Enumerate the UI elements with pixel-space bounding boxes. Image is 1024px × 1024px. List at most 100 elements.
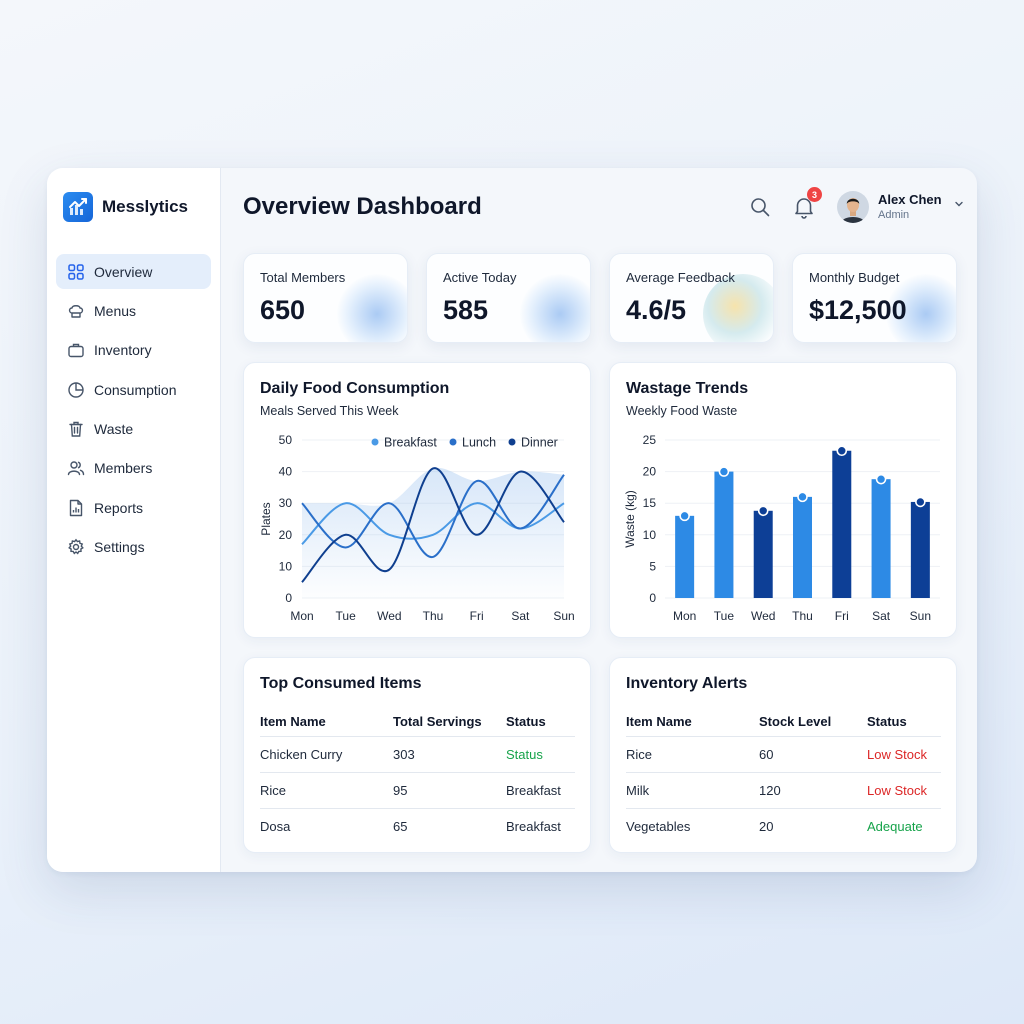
- sidebar-item-overview[interactable]: Overview: [56, 254, 211, 289]
- sidebar-item-reports[interactable]: Reports: [56, 490, 211, 525]
- legend-label: Lunch: [462, 436, 496, 450]
- stat-label: Active Today: [443, 270, 517, 285]
- stat-value: 585: [443, 295, 489, 325]
- stat-glow: [337, 274, 407, 342]
- bell-icon: [795, 198, 813, 219]
- item-name: Vegetables: [626, 819, 691, 834]
- item-status: Status: [506, 747, 543, 762]
- chevron-down-icon: [954, 196, 964, 214]
- top-items-table: Item Name Total Servings Status Chicken …: [260, 706, 575, 844]
- item-name: Dosa: [260, 819, 291, 834]
- total-servings: 95: [393, 783, 408, 798]
- bar-marker: [797, 491, 808, 503]
- column-header: Item Name: [260, 713, 326, 729]
- grid-icon: [67, 263, 85, 281]
- profile-text: Alex Chen Admin: [878, 192, 942, 222]
- stat-value: $12,500: [809, 295, 907, 325]
- y-tick-label: 15: [643, 496, 657, 510]
- pie-chart-icon: [67, 381, 85, 399]
- column-header: Item Name: [626, 713, 692, 729]
- search-button[interactable]: [749, 196, 771, 218]
- report-icon: [67, 499, 85, 517]
- x-tick-label: Fri: [470, 609, 484, 623]
- y-tick-label: 20: [279, 528, 293, 542]
- y-tick-label: 5: [649, 559, 656, 573]
- stat-card-active-today: Active Today 585: [426, 253, 591, 343]
- gear-icon: [67, 538, 85, 556]
- y-tick-label: 30: [279, 496, 293, 510]
- bar-sat: [871, 479, 891, 598]
- page-title: Overview Dashboard: [243, 193, 482, 220]
- bar-marker: [915, 496, 926, 508]
- bar-sun: [910, 501, 930, 598]
- stat-value: 4.6/5: [626, 295, 687, 325]
- sidebar-item-menus[interactable]: Menus: [56, 293, 211, 328]
- x-tick-label: Wed: [377, 609, 401, 623]
- stat-card-total-members: Total Members 650: [243, 253, 408, 343]
- user-profile-menu[interactable]: Alex Chen Admin: [837, 189, 964, 225]
- bar-fri: [832, 450, 852, 598]
- x-tick-label: Tue: [714, 609, 735, 623]
- table-row[interactable]: Milk 120 Low Stock: [626, 773, 941, 809]
- table-row[interactable]: Rice 95 Breakfast: [260, 773, 575, 809]
- x-tick-label: Wed: [751, 609, 775, 623]
- y-tick-label: 20: [643, 465, 657, 479]
- card-subtitle: Meals Served This Week: [260, 404, 399, 418]
- sidebar-item-consumption[interactable]: Consumption: [56, 372, 211, 407]
- total-servings: 65: [393, 819, 408, 834]
- stock-level: 120: [759, 783, 781, 798]
- legend-label: Breakfast: [384, 436, 437, 450]
- stock-status: Low Stock: [867, 783, 927, 798]
- stock-status: Low Stock: [867, 747, 927, 762]
- series-line-lunch: [301, 474, 565, 558]
- search-icon: [751, 198, 770, 217]
- users-icon: [67, 459, 85, 477]
- sidebar-item-label: Members: [94, 460, 153, 477]
- bar-marker: [679, 510, 690, 522]
- top-consumed-items-card: Top Consumed Items Item Name Total Servi…: [243, 657, 591, 853]
- stat-label: Total Members: [260, 270, 346, 285]
- app-window: Messlytics Overview: [47, 168, 977, 872]
- bar-marker: [757, 505, 769, 517]
- sidebar-item-label: Menus: [94, 302, 137, 319]
- total-servings: 303: [393, 747, 415, 762]
- column-header: Total Servings: [393, 713, 482, 729]
- table-row[interactable]: Rice 60 Low Stock: [626, 737, 941, 773]
- item-name: Milk: [626, 783, 650, 798]
- brand-name: Messlytics: [102, 197, 188, 216]
- bar-wed: [753, 510, 773, 598]
- sidebar-item-settings[interactable]: Settings: [56, 530, 211, 565]
- table-header: Item Name Stock Level Status: [626, 706, 941, 737]
- x-tick-label: Mon: [290, 609, 313, 623]
- brand[interactable]: Messlytics: [63, 192, 188, 222]
- table-header: Item Name Total Servings Status: [260, 706, 575, 737]
- x-tick-label: Tue: [336, 609, 357, 623]
- sidebar-item-label: Consumption: [94, 381, 177, 398]
- sidebar-item-inventory[interactable]: Inventory: [56, 333, 211, 368]
- sidebar-nav: Overview Menus Inventory: [56, 254, 211, 569]
- column-header: Stock Level: [759, 713, 832, 729]
- waste-bar-chart: 0 5 10 15 20 25 Waste (kg) Mon Tue Wed Thu Fri Sat Su…: [623, 433, 940, 623]
- table-row[interactable]: Vegetables 20 Adequate: [626, 809, 941, 844]
- legend-marker: [508, 438, 516, 446]
- card-subtitle: Weekly Food Waste: [626, 404, 738, 418]
- y-tick-label: 25: [643, 433, 657, 447]
- sidebar-item-members[interactable]: Members: [56, 451, 211, 486]
- sidebar-item-waste[interactable]: Waste: [56, 412, 211, 447]
- wastage-trends-card: 0 5 10 15 20 25 Waste (kg) Mon Tue Wed Thu Fri Sat Su…: [609, 362, 957, 638]
- trend-chart-icon: [63, 192, 93, 222]
- stat-glow: [886, 274, 956, 342]
- sidebar-item-label: Inventory: [94, 342, 152, 359]
- stock-level: 60: [759, 747, 774, 762]
- x-tick-label: Sat: [872, 609, 891, 623]
- table-row[interactable]: Chicken Curry 303 Status: [260, 737, 575, 773]
- table-row[interactable]: Dosa 65 Breakfast: [260, 809, 575, 844]
- card-title: Wastage Trends: [626, 380, 749, 397]
- y-tick-label: 50: [279, 433, 293, 447]
- briefcase-icon: [67, 341, 85, 359]
- notifications-button[interactable]: 3: [793, 187, 822, 219]
- y-tick-label: 10: [279, 559, 293, 573]
- x-tick-label: Mon: [673, 609, 696, 623]
- user-role: Admin: [878, 209, 910, 221]
- y-tick-label: 0: [649, 591, 656, 605]
